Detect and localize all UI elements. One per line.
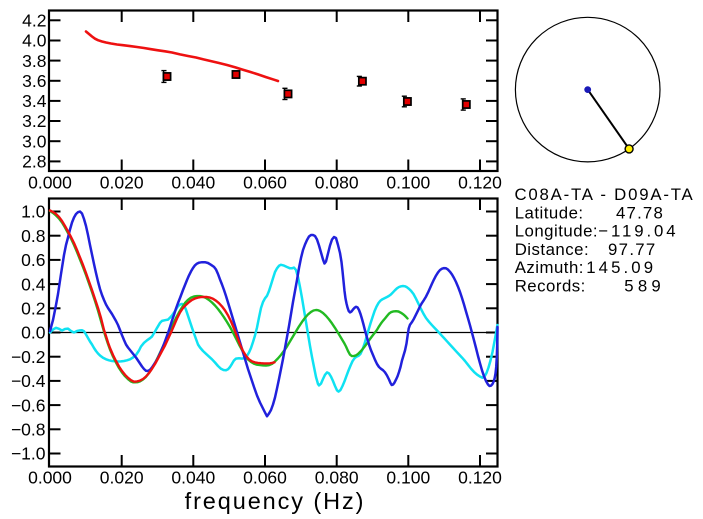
svg-text:Azimuth:: Azimuth: (515, 258, 584, 277)
svg-text:3.4: 3.4 (22, 91, 47, 111)
svg-text:0.060: 0.060 (243, 173, 287, 193)
svg-text:0.120: 0.120 (458, 173, 502, 193)
svg-text:3.8: 3.8 (22, 51, 46, 71)
svg-text:−0.2: −0.2 (11, 347, 46, 367)
svg-text:Latitude:: Latitude: (515, 204, 584, 223)
svg-text:−119.04: −119.04 (598, 222, 678, 241)
svg-text:4.0: 4.0 (22, 31, 47, 51)
svg-text:1.0: 1.0 (21, 202, 46, 222)
svg-text:0.0: 0.0 (21, 323, 46, 343)
svg-text:0.080: 0.080 (315, 173, 359, 193)
svg-text:0.120: 0.120 (458, 468, 502, 488)
svg-text:97.77: 97.77 (608, 240, 657, 259)
svg-text:0.040: 0.040 (171, 468, 215, 488)
svg-text:0.000: 0.000 (28, 173, 72, 193)
svg-text:0.8: 0.8 (21, 226, 45, 246)
svg-text:Distance:: Distance: (515, 240, 589, 259)
svg-text:2.8: 2.8 (22, 152, 46, 172)
svg-text:Longitude:: Longitude: (515, 222, 598, 241)
svg-text:0.080: 0.080 (315, 468, 359, 488)
svg-text:589: 589 (624, 277, 665, 296)
svg-text:frequency (Hz): frequency (Hz) (185, 488, 366, 514)
svg-text:0.020: 0.020 (100, 468, 144, 488)
svg-text:0.100: 0.100 (386, 468, 430, 488)
svg-text:47.78: 47.78 (616, 204, 664, 223)
svg-text:0.020: 0.020 (100, 173, 144, 193)
svg-text:145.09: 145.09 (586, 258, 656, 277)
svg-text:−1.0: −1.0 (11, 444, 46, 464)
svg-text:0.4: 0.4 (21, 274, 46, 294)
svg-text:0.6: 0.6 (21, 250, 45, 270)
svg-text:−0.8: −0.8 (11, 420, 46, 440)
svg-text:C08A-TA - D09A-TA: C08A-TA - D09A-TA (514, 185, 694, 204)
svg-text:0.040: 0.040 (171, 173, 215, 193)
svg-text:−0.6: −0.6 (11, 395, 46, 415)
svg-text:3.6: 3.6 (22, 71, 46, 91)
svg-text:4.2: 4.2 (22, 11, 46, 31)
svg-text:3.0: 3.0 (22, 131, 47, 151)
svg-text:0.100: 0.100 (386, 173, 430, 193)
svg-text:0.2: 0.2 (21, 299, 45, 319)
svg-text:−0.4: −0.4 (11, 371, 46, 391)
svg-text:3.2: 3.2 (22, 111, 46, 131)
svg-text:0.000: 0.000 (28, 468, 72, 488)
svg-text:0.060: 0.060 (243, 468, 287, 488)
svg-text:Records:: Records: (515, 277, 586, 296)
